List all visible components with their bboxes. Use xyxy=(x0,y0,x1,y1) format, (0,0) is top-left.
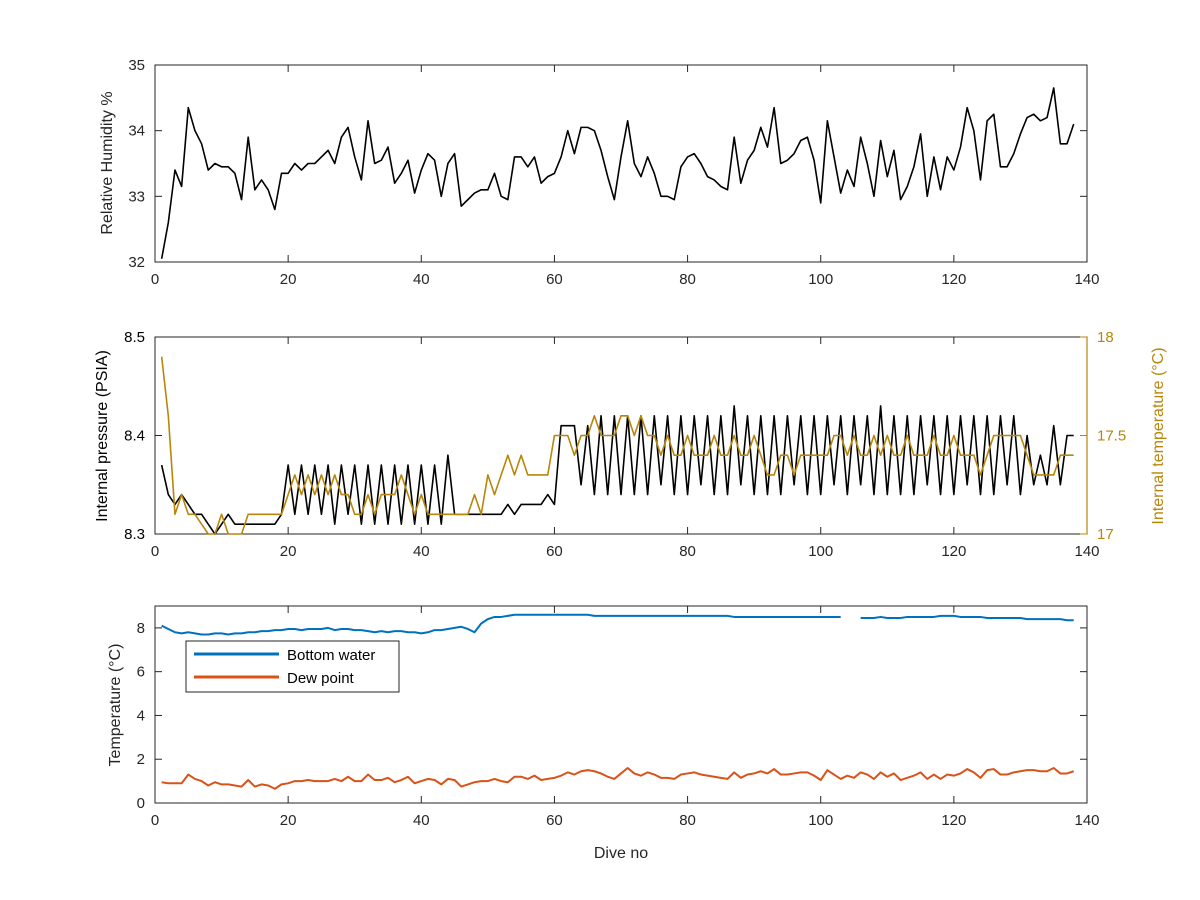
plot-area xyxy=(154,336,1088,535)
x-tick-label: 60 xyxy=(546,271,563,288)
x-tick-label: 80 xyxy=(679,543,696,560)
x-tick-labels: 0 20 40 60 80 100 120 140 xyxy=(151,65,1100,288)
series-line-series-1 xyxy=(160,356,1074,535)
x-tick-label: 100 xyxy=(808,543,833,560)
y-tick-labels: 8.3 8.4 8.5 xyxy=(124,329,162,543)
x-tick-label: 20 xyxy=(280,543,297,560)
x-tick-label: 20 xyxy=(280,812,297,829)
y-tick-label: 6 xyxy=(137,664,145,681)
x-tick-label: 0 xyxy=(151,543,159,560)
y-axis-label: Internal pressure (PSIA) xyxy=(94,350,111,522)
series-lines xyxy=(160,87,1075,259)
series-line-dew-point xyxy=(161,766,1075,790)
y-tick-label: 35 xyxy=(128,57,145,74)
y-tick-label: 8.3 xyxy=(124,526,145,543)
series-line-bottom-water xyxy=(161,613,1074,636)
x-tick-label: 80 xyxy=(679,812,696,829)
x-axis-label: Dive no xyxy=(594,845,648,862)
legend-label-bottom-water: Bottom water xyxy=(287,647,375,664)
panel-pressure-temperature: 0 20 40 60 80 100 120 140 8.3 8.4 8.5 17 17.5 18 In… xyxy=(94,329,1167,560)
x-tick-label: 0 xyxy=(151,812,159,829)
x-tick-label: 20 xyxy=(280,271,297,288)
y-tick-label: 4 xyxy=(137,707,145,724)
y-tick-label: 32 xyxy=(128,254,145,271)
legend-label-dew-point: Dew point xyxy=(287,670,355,687)
y-tick-label: 8.5 xyxy=(124,329,145,346)
y-tick-label: 8.4 xyxy=(124,428,145,445)
x-tick-label: 140 xyxy=(1074,271,1099,288)
x-tick-labels: 0 20 40 60 80 100 120 140 xyxy=(151,337,1100,560)
x-tick-labels: 0 20 40 60 80 100 120 140 xyxy=(151,606,1100,829)
x-tick-label: 0 xyxy=(151,271,159,288)
x-tick-label: 140 xyxy=(1074,543,1099,560)
y2-tick-label: 17.5 xyxy=(1097,428,1126,445)
series-line-series-0 xyxy=(160,405,1074,535)
x-tick-label: 80 xyxy=(679,271,696,288)
y-tick-label: 0 xyxy=(137,795,145,812)
x-tick-label: 100 xyxy=(808,271,833,288)
x-tick-label: 60 xyxy=(546,543,563,560)
legend-box xyxy=(185,640,400,693)
legend: Bottom water Dew point xyxy=(185,640,400,693)
x-tick-label: 60 xyxy=(546,812,563,829)
y-axis-label: Relative Humidity % xyxy=(99,91,116,234)
series-lines xyxy=(160,356,1074,535)
y2-tick-label: 18 xyxy=(1097,329,1114,346)
x-tick-label: 40 xyxy=(413,543,430,560)
y-tick-label: 33 xyxy=(128,188,145,205)
y-tick-labels: 0 2 4 6 8 xyxy=(137,620,1087,812)
y2-tick-labels: 17 17.5 18 xyxy=(1080,329,1126,543)
y-axis-label: Temperature (°C) xyxy=(107,644,124,767)
x-tick-label: 40 xyxy=(413,812,430,829)
y-tick-label: 2 xyxy=(137,751,145,768)
series-line-series-0 xyxy=(160,87,1075,259)
x-tick-label: 140 xyxy=(1074,812,1099,829)
series-lines xyxy=(161,613,1075,790)
panel-temperature: 0 20 40 60 80 100 120 140 0 2 4 6 8 Temperature (°C… xyxy=(107,605,1100,862)
x-tick-label: 120 xyxy=(941,543,966,560)
y2-tick-label: 17 xyxy=(1097,526,1114,543)
y2-axis-label: Internal temperature (°C) xyxy=(1150,347,1167,524)
panel-humidity: 0 20 40 60 80 100 120 140 32 33 34 35 Relative Hum… xyxy=(99,57,1100,288)
y-tick-labels: 32 33 34 35 xyxy=(128,57,1087,271)
x-tick-label: 120 xyxy=(941,271,966,288)
y-tick-label: 34 xyxy=(128,123,145,140)
x-tick-label: 100 xyxy=(808,812,833,829)
x-tick-label: 40 xyxy=(413,271,430,288)
plot-area xyxy=(154,605,1088,804)
x-tick-label: 120 xyxy=(941,812,966,829)
y-tick-label: 8 xyxy=(137,620,145,637)
